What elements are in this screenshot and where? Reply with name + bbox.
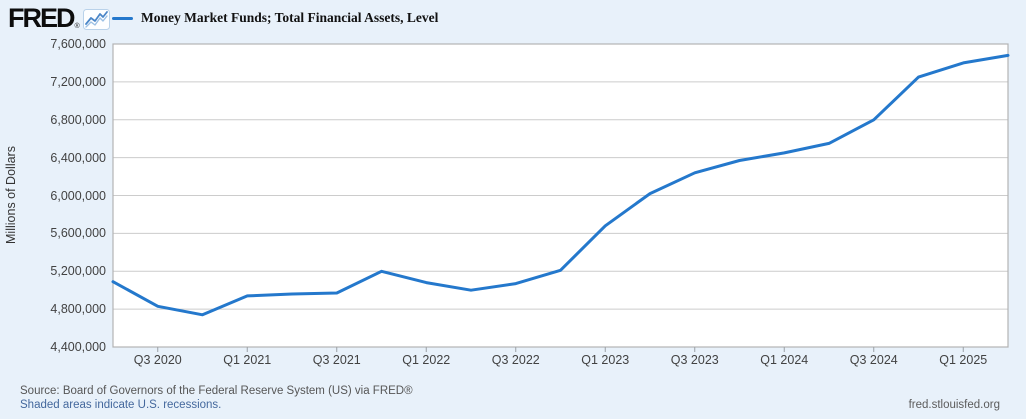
y-tick-label: 5,600,000: [50, 226, 106, 241]
y-tick-label: 4,800,000: [50, 302, 106, 317]
x-tick-label: Q3 2024: [849, 353, 898, 367]
y-tick-label: 6,400,000: [50, 150, 106, 165]
fred-logo-text: FRED: [8, 3, 75, 33]
fred-site-url: fred.stlouisfed.org: [908, 399, 1000, 411]
x-tick-label: Q1 2025: [939, 353, 988, 367]
x-tick-label: Q3 2023: [670, 353, 719, 367]
x-tick-label: Q1 2021: [223, 353, 272, 367]
series-color-swatch: [112, 16, 133, 20]
x-tick-label: Q1 2024: [760, 353, 809, 367]
y-tick-label: 6,800,000: [50, 112, 106, 127]
y-tick-label: 6,000,000: [50, 188, 106, 203]
fred-logo: FRED ®: [8, 3, 110, 33]
plot-area[interactable]: [113, 44, 1008, 347]
x-tick-label: Q1 2023: [581, 353, 630, 367]
chart-legend: Money Market Funds; Total Financial Asse…: [112, 9, 438, 27]
source-attribution: Source: Board of Governors of the Federa…: [20, 385, 413, 397]
x-tick-label: Q3 2021: [312, 353, 361, 367]
y-tick-label: 7,600,000: [50, 37, 106, 51]
fred-logo-registered-mark: ®: [74, 23, 80, 30]
y-tick-label: 4,400,000: [50, 340, 106, 354]
y-tick-label: 7,200,000: [50, 74, 106, 89]
recession-note-link[interactable]: Shaded areas indicate U.S. recessions.: [20, 399, 222, 411]
x-tick-label: Q1 2022: [402, 353, 451, 367]
x-tick-label: Q3 2022: [491, 353, 540, 367]
fred-logo-sparkline-icon: [82, 9, 110, 30]
x-tick-label: Q3 2020: [133, 353, 182, 367]
y-tick-label: 5,200,000: [50, 264, 106, 279]
series-title: Money Market Funds; Total Financial Asse…: [141, 10, 439, 25]
